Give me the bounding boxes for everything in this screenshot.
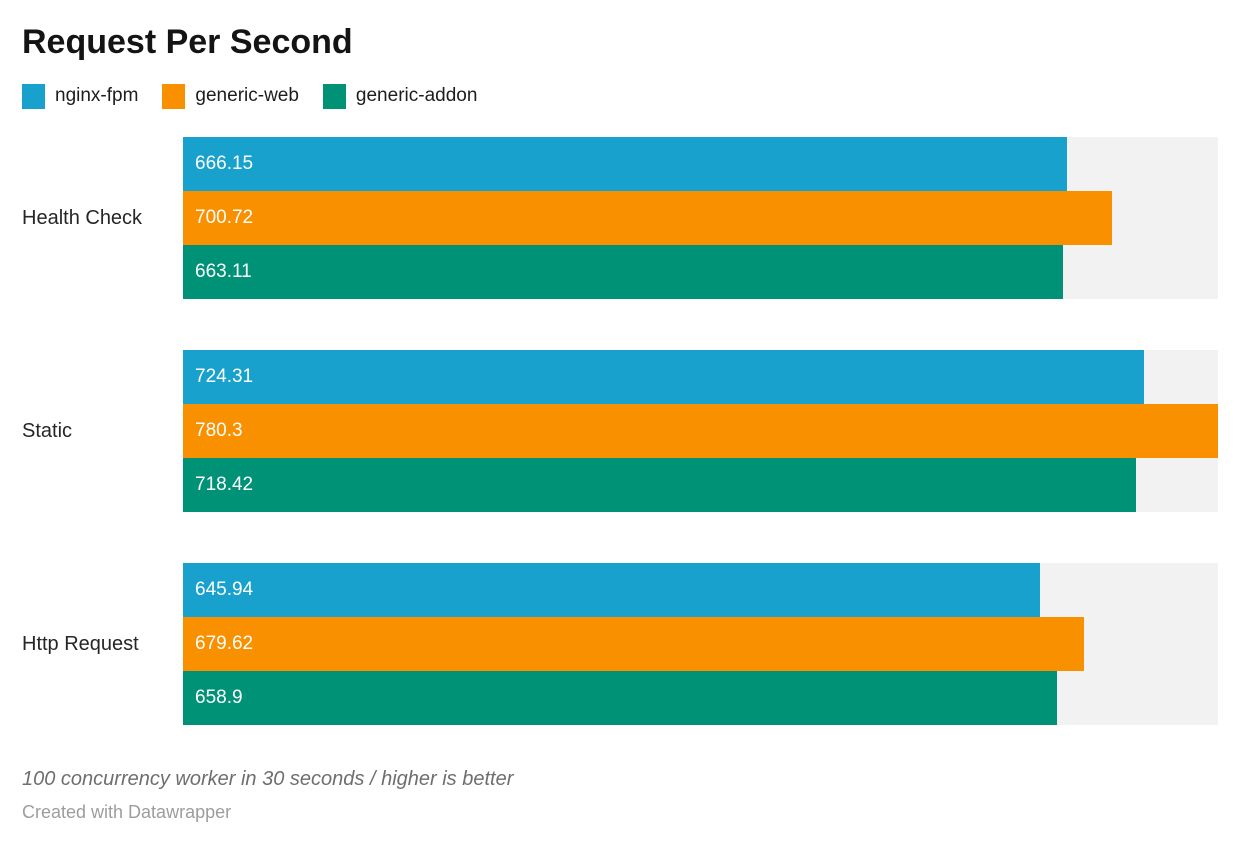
bar-generic-addon: 718.42	[183, 458, 1136, 513]
category-label-column: Static	[22, 350, 183, 512]
bar-group: Http Request 645.94 679.62 658.9	[22, 563, 1218, 726]
category-label: Health Check	[22, 207, 143, 230]
bar-value-label: 700.72	[195, 207, 254, 229]
bar-value-label: 666.15	[195, 153, 254, 175]
bar-nginx-fpm: 724.31	[183, 350, 1144, 405]
bar-group: Static 724.31 780.3 718.42	[22, 350, 1218, 513]
legend: nginx-fpm generic-web generic-addon	[22, 83, 1218, 109]
bar-value-label: 718.42	[195, 474, 254, 496]
bar-chart: Health Check 666.15 700.72 663.11 Static 724.…	[22, 137, 1218, 726]
legend-item-nginx-fpm: nginx-fpm	[22, 83, 139, 109]
chart-groups: Health Check 666.15 700.72 663.11 Static 724.…	[22, 137, 1218, 726]
bar-value-label: 780.3	[195, 420, 243, 442]
bar-track: 645.94 679.62 658.9	[183, 563, 1218, 726]
bar-generic-web: 700.72	[183, 191, 1113, 246]
legend-swatch-icon	[162, 83, 186, 109]
legend-label: nginx-fpm	[55, 85, 139, 107]
legend-item-generic-addon: generic-addon	[322, 83, 478, 109]
category-label-column: Health Check	[22, 137, 183, 299]
bar-value-label: 663.11	[195, 261, 252, 283]
legend-swatch-icon	[22, 83, 45, 109]
bar-nginx-fpm: 666.15	[183, 137, 1067, 192]
bar-nginx-fpm: 645.94	[183, 563, 1040, 618]
bar-track: 666.15 700.72 663.11	[183, 137, 1218, 300]
legend-label: generic-addon	[355, 85, 478, 107]
bar-generic-web: 679.62	[183, 617, 1085, 672]
chart-note: 100 concurrency worker in 30 seconds / h…	[22, 768, 514, 791]
bar-value-label: 645.94	[195, 579, 254, 601]
bar-group: Health Check 666.15 700.72 663.11	[22, 137, 1218, 300]
category-label: Http Request	[22, 633, 139, 656]
bar-generic-addon: 663.11	[183, 245, 1063, 300]
bar-generic-web: 780.3	[183, 404, 1218, 459]
datawrapper-attribution-link[interactable]: Created with Datawrapper	[22, 802, 232, 823]
category-label: Static	[22, 420, 73, 443]
bar-value-label: 724.31	[195, 366, 254, 388]
legend-swatch-icon	[322, 83, 346, 109]
category-label-column: Http Request	[22, 563, 183, 725]
bar-generic-addon: 658.9	[183, 671, 1057, 726]
legend-item-generic-web: generic-web	[162, 83, 299, 109]
bar-track: 724.31 780.3 718.42	[183, 350, 1218, 513]
legend-label: generic-web	[195, 85, 299, 107]
bar-value-label: 679.62	[195, 633, 254, 655]
bar-value-label: 658.9	[195, 687, 243, 709]
chart-title: Request Per Second	[22, 23, 353, 61]
